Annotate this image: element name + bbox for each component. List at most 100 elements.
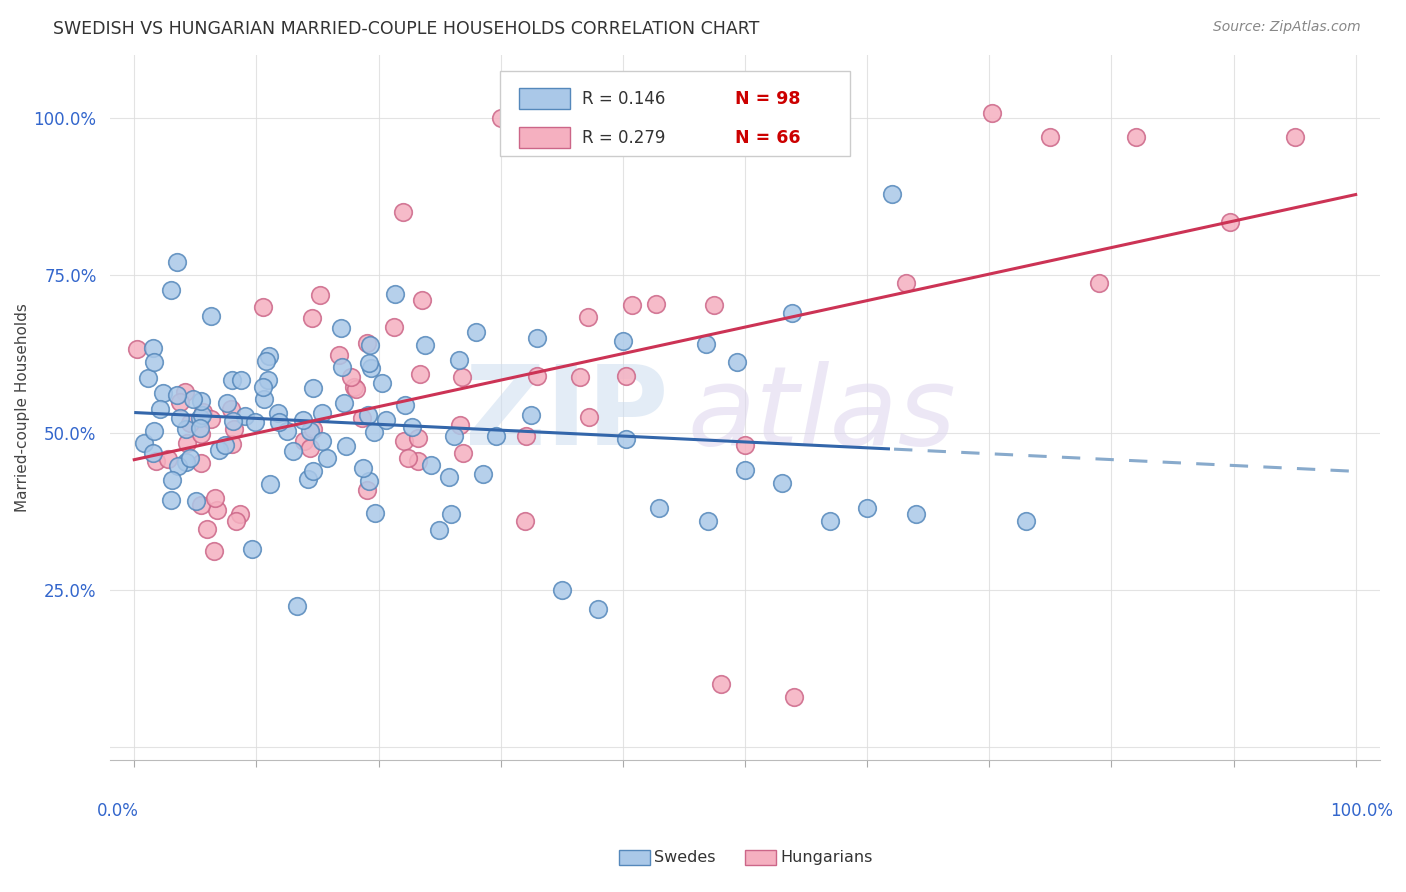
- Point: [276, 424, 298, 438]
- Point: [166, 388, 188, 402]
- Point: [1015, 514, 1038, 528]
- Point: [489, 111, 512, 125]
- Point: [465, 325, 488, 339]
- FancyBboxPatch shape: [499, 70, 851, 156]
- Point: [419, 458, 441, 473]
- Point: [485, 428, 508, 442]
- Point: [697, 514, 720, 528]
- Point: [360, 360, 382, 375]
- Point: [392, 434, 415, 449]
- Point: [229, 507, 252, 521]
- Point: [207, 503, 229, 517]
- Point: [339, 370, 361, 384]
- Text: ZIP: ZIP: [465, 361, 669, 468]
- Point: [392, 205, 415, 219]
- Point: [169, 395, 191, 409]
- Point: [449, 418, 471, 433]
- Point: [152, 386, 174, 401]
- Point: [335, 439, 357, 453]
- Point: [219, 401, 242, 416]
- Point: [709, 677, 731, 691]
- Point: [333, 396, 356, 410]
- Point: [453, 446, 475, 460]
- Point: [231, 373, 253, 387]
- Point: [174, 422, 197, 436]
- Point: [409, 367, 432, 381]
- Text: 0.0%: 0.0%: [97, 802, 139, 820]
- Point: [703, 298, 725, 312]
- Point: [382, 320, 405, 334]
- Point: [243, 415, 266, 429]
- Point: [309, 288, 332, 302]
- Point: [406, 431, 429, 445]
- Point: [142, 341, 165, 355]
- Point: [695, 337, 717, 351]
- Point: [253, 392, 276, 406]
- Point: [734, 438, 756, 452]
- Point: [302, 422, 325, 436]
- Point: [621, 298, 644, 312]
- Point: [221, 373, 243, 387]
- Point: [1039, 130, 1062, 145]
- Text: R = 0.146: R = 0.146: [582, 90, 665, 108]
- Point: [214, 438, 236, 452]
- Point: [217, 396, 239, 410]
- Point: [437, 470, 460, 484]
- Point: [820, 514, 842, 528]
- Point: [344, 382, 367, 396]
- Text: atlas: atlas: [688, 361, 956, 468]
- Point: [440, 508, 463, 522]
- Text: Swedes: Swedes: [654, 850, 716, 865]
- Point: [343, 380, 366, 394]
- Point: [200, 310, 222, 324]
- Point: [173, 385, 195, 400]
- Point: [363, 425, 385, 439]
- Point: [291, 413, 314, 427]
- Point: [352, 461, 374, 475]
- Point: [782, 306, 804, 320]
- Point: [225, 514, 247, 528]
- Point: [375, 412, 398, 426]
- Point: [645, 296, 668, 310]
- Point: [252, 300, 274, 314]
- Point: [183, 392, 205, 407]
- Text: R = 0.279: R = 0.279: [582, 128, 665, 146]
- Point: [186, 494, 208, 508]
- Point: [190, 498, 212, 512]
- Point: [195, 522, 218, 536]
- Point: [191, 408, 214, 422]
- Point: [734, 463, 756, 477]
- Point: [299, 441, 322, 455]
- Point: [770, 475, 793, 490]
- Text: 100.0%: 100.0%: [1330, 802, 1393, 820]
- Point: [408, 453, 430, 467]
- Point: [725, 355, 748, 369]
- Point: [174, 455, 197, 469]
- Point: [356, 335, 378, 350]
- Point: [904, 508, 927, 522]
- Point: [578, 409, 600, 424]
- Point: [515, 429, 537, 443]
- Point: [240, 541, 263, 556]
- Point: [193, 405, 215, 419]
- Point: [576, 310, 599, 325]
- Point: [167, 459, 190, 474]
- Point: [330, 321, 353, 335]
- Point: [315, 451, 337, 466]
- Point: [359, 338, 381, 352]
- Point: [443, 429, 465, 443]
- Point: [396, 451, 419, 466]
- Point: [269, 415, 291, 429]
- Point: [142, 424, 165, 438]
- Text: Hungarians: Hungarians: [780, 850, 873, 865]
- Point: [311, 434, 333, 448]
- Point: [127, 342, 149, 356]
- Point: [394, 398, 416, 412]
- Point: [169, 410, 191, 425]
- Point: [357, 474, 380, 488]
- Point: [569, 370, 592, 384]
- Point: [297, 472, 319, 486]
- Point: [233, 409, 256, 423]
- Point: [302, 381, 325, 395]
- Point: [526, 331, 548, 345]
